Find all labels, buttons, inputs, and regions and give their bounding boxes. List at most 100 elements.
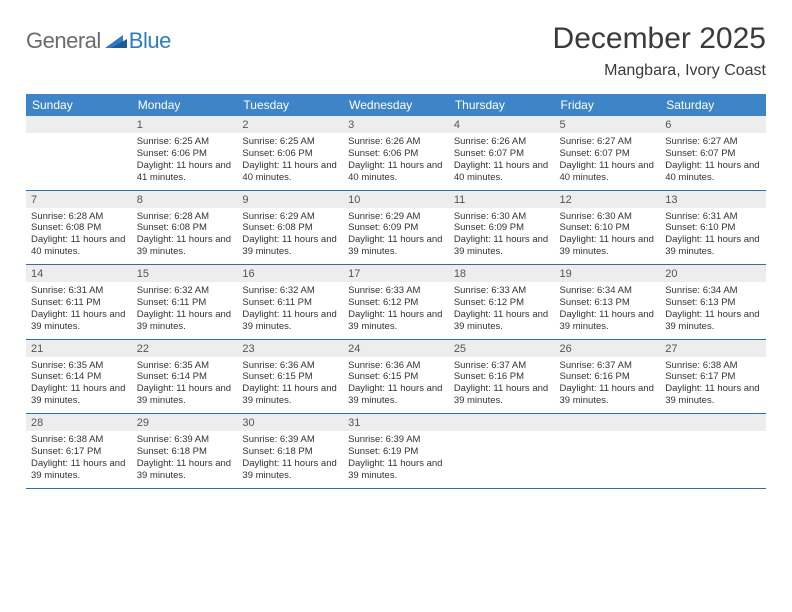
- sunrise-text: Sunrise: 6:37 AM: [560, 360, 656, 372]
- dow-sunday: Sunday: [26, 94, 132, 116]
- sunrise-text: Sunrise: 6:32 AM: [137, 285, 233, 297]
- daynum-cell: 12: [555, 190, 661, 208]
- detail-cell: Sunrise: 6:39 AMSunset: 6:18 PMDaylight:…: [237, 431, 343, 488]
- daylight-text: Daylight: 11 hours and 39 minutes.: [242, 234, 338, 258]
- sunset-text: Sunset: 6:16 PM: [560, 371, 656, 383]
- sunrise-text: Sunrise: 6:37 AM: [454, 360, 550, 372]
- month-title: December 2025: [553, 22, 766, 56]
- sunrise-text: Sunrise: 6:36 AM: [242, 360, 338, 372]
- daylight-text: Daylight: 11 hours and 39 minutes.: [348, 234, 444, 258]
- sunrise-text: Sunrise: 6:26 AM: [348, 136, 444, 148]
- sunrise-text: Sunrise: 6:33 AM: [454, 285, 550, 297]
- daynum-cell: 8: [132, 190, 238, 208]
- daylight-text: Daylight: 11 hours and 39 minutes.: [348, 309, 444, 333]
- daynum-cell: 3: [343, 116, 449, 133]
- sunrise-text: Sunrise: 6:30 AM: [454, 211, 550, 223]
- detail-cell: Sunrise: 6:25 AMSunset: 6:06 PMDaylight:…: [237, 133, 343, 190]
- daylight-text: Daylight: 11 hours and 39 minutes.: [31, 383, 127, 407]
- week-1-details: Sunrise: 6:28 AMSunset: 6:08 PMDaylight:…: [26, 208, 766, 265]
- sunset-text: Sunset: 6:10 PM: [665, 222, 761, 234]
- detail-cell: Sunrise: 6:32 AMSunset: 6:11 PMDaylight:…: [132, 282, 238, 339]
- daylight-text: Daylight: 11 hours and 39 minutes.: [665, 383, 761, 407]
- sunset-text: Sunset: 6:13 PM: [665, 297, 761, 309]
- daylight-text: Daylight: 11 hours and 39 minutes.: [454, 309, 550, 333]
- daylight-text: Daylight: 11 hours and 39 minutes.: [242, 458, 338, 482]
- sunrise-text: Sunrise: 6:31 AM: [31, 285, 127, 297]
- daylight-text: Daylight: 11 hours and 41 minutes.: [137, 160, 233, 184]
- sunset-text: Sunset: 6:06 PM: [137, 148, 233, 160]
- daynum-cell: 27: [660, 339, 766, 357]
- daylight-text: Daylight: 11 hours and 39 minutes.: [454, 383, 550, 407]
- dow-friday: Friday: [555, 94, 661, 116]
- sunrise-text: Sunrise: 6:26 AM: [454, 136, 550, 148]
- week-2-details: Sunrise: 6:31 AMSunset: 6:11 PMDaylight:…: [26, 282, 766, 339]
- daynum-cell: 9: [237, 190, 343, 208]
- sunset-text: Sunset: 6:07 PM: [560, 148, 656, 160]
- detail-cell: Sunrise: 6:26 AMSunset: 6:07 PMDaylight:…: [449, 133, 555, 190]
- detail-cell: Sunrise: 6:33 AMSunset: 6:12 PMDaylight:…: [449, 282, 555, 339]
- sunrise-text: Sunrise: 6:35 AM: [31, 360, 127, 372]
- sunrise-text: Sunrise: 6:33 AM: [348, 285, 444, 297]
- sunrise-text: Sunrise: 6:25 AM: [242, 136, 338, 148]
- sunset-text: Sunset: 6:07 PM: [454, 148, 550, 160]
- daynum-cell: 10: [343, 190, 449, 208]
- sunset-text: Sunset: 6:15 PM: [348, 371, 444, 383]
- detail-cell: Sunrise: 6:30 AMSunset: 6:09 PMDaylight:…: [449, 208, 555, 265]
- detail-cell: Sunrise: 6:38 AMSunset: 6:17 PMDaylight:…: [660, 357, 766, 414]
- daynum-cell: [449, 414, 555, 432]
- daylight-text: Daylight: 11 hours and 40 minutes.: [31, 234, 127, 258]
- daynum-cell: 14: [26, 265, 132, 283]
- week-4-daynums: 28293031: [26, 414, 766, 432]
- detail-cell: Sunrise: 6:32 AMSunset: 6:11 PMDaylight:…: [237, 282, 343, 339]
- detail-cell: [26, 133, 132, 190]
- dow-wednesday: Wednesday: [343, 94, 449, 116]
- location: Mangbara, Ivory Coast: [553, 62, 766, 80]
- sunset-text: Sunset: 6:08 PM: [242, 222, 338, 234]
- sunset-text: Sunset: 6:17 PM: [31, 446, 127, 458]
- daynum-cell: 11: [449, 190, 555, 208]
- detail-cell: Sunrise: 6:28 AMSunset: 6:08 PMDaylight:…: [26, 208, 132, 265]
- week-1-daynums: 78910111213: [26, 190, 766, 208]
- sunrise-text: Sunrise: 6:34 AM: [665, 285, 761, 297]
- week-3-details: Sunrise: 6:35 AMSunset: 6:14 PMDaylight:…: [26, 357, 766, 414]
- sunrise-text: Sunrise: 6:32 AM: [242, 285, 338, 297]
- daylight-text: Daylight: 11 hours and 39 minutes.: [137, 458, 233, 482]
- sunrise-text: Sunrise: 6:34 AM: [560, 285, 656, 297]
- title-block: December 2025 Mangbara, Ivory Coast: [553, 22, 766, 80]
- detail-cell: Sunrise: 6:27 AMSunset: 6:07 PMDaylight:…: [660, 133, 766, 190]
- sunset-text: Sunset: 6:16 PM: [454, 371, 550, 383]
- sunset-text: Sunset: 6:12 PM: [348, 297, 444, 309]
- sunrise-text: Sunrise: 6:28 AM: [137, 211, 233, 223]
- daynum-cell: [660, 414, 766, 432]
- detail-cell: Sunrise: 6:31 AMSunset: 6:11 PMDaylight:…: [26, 282, 132, 339]
- daynum-cell: 17: [343, 265, 449, 283]
- sunset-text: Sunset: 6:14 PM: [137, 371, 233, 383]
- daynum-cell: 30: [237, 414, 343, 432]
- sunrise-text: Sunrise: 6:35 AM: [137, 360, 233, 372]
- daylight-text: Daylight: 11 hours and 39 minutes.: [560, 234, 656, 258]
- detail-cell: Sunrise: 6:28 AMSunset: 6:08 PMDaylight:…: [132, 208, 238, 265]
- detail-cell: [660, 431, 766, 488]
- sunrise-text: Sunrise: 6:27 AM: [560, 136, 656, 148]
- sunset-text: Sunset: 6:10 PM: [560, 222, 656, 234]
- sunrise-text: Sunrise: 6:29 AM: [348, 211, 444, 223]
- daynum-cell: 21: [26, 339, 132, 357]
- daylight-text: Daylight: 11 hours and 39 minutes.: [242, 309, 338, 333]
- detail-cell: Sunrise: 6:37 AMSunset: 6:16 PMDaylight:…: [555, 357, 661, 414]
- daynum-cell: [555, 414, 661, 432]
- daylight-text: Daylight: 11 hours and 39 minutes.: [31, 309, 127, 333]
- daylight-text: Daylight: 11 hours and 39 minutes.: [137, 234, 233, 258]
- daylight-text: Daylight: 11 hours and 39 minutes.: [137, 309, 233, 333]
- sunset-text: Sunset: 6:09 PM: [348, 222, 444, 234]
- detail-cell: Sunrise: 6:39 AMSunset: 6:19 PMDaylight:…: [343, 431, 449, 488]
- sunrise-text: Sunrise: 6:39 AM: [137, 434, 233, 446]
- detail-cell: Sunrise: 6:36 AMSunset: 6:15 PMDaylight:…: [343, 357, 449, 414]
- week-0-daynums: 123456: [26, 116, 766, 133]
- daylight-text: Daylight: 11 hours and 40 minutes.: [348, 160, 444, 184]
- daynum-cell: 15: [132, 265, 238, 283]
- detail-cell: Sunrise: 6:29 AMSunset: 6:09 PMDaylight:…: [343, 208, 449, 265]
- daylight-text: Daylight: 11 hours and 39 minutes.: [665, 234, 761, 258]
- daynum-cell: 25: [449, 339, 555, 357]
- daylight-text: Daylight: 11 hours and 39 minutes.: [454, 234, 550, 258]
- sunrise-text: Sunrise: 6:25 AM: [137, 136, 233, 148]
